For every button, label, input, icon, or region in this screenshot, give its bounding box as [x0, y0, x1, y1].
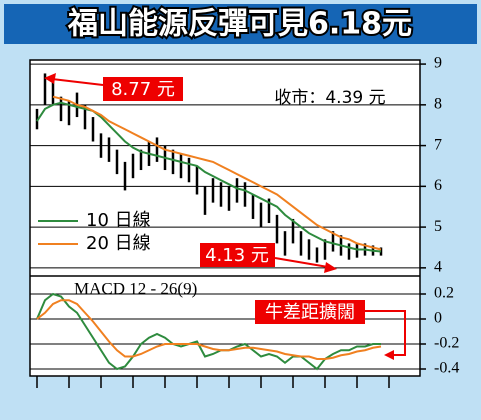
arrow-head — [384, 350, 394, 360]
chart-title: 福山能源反彈可見6.18元 — [67, 7, 412, 42]
y-tick-label: 7 — [434, 136, 442, 153]
y-tick-label: 9 — [434, 55, 442, 72]
y-tick-label: 5 — [434, 218, 442, 235]
high-label: 8.77 元 — [111, 79, 175, 100]
arrow — [51, 78, 104, 86]
y-tick-label: -0.4 — [434, 360, 459, 377]
legend-label: 20 日線 — [86, 233, 151, 254]
y-tick-label: 0.2 — [434, 285, 454, 302]
arrow-head — [44, 73, 56, 84]
macd-title: MACD 12 - 26(9) — [74, 279, 197, 298]
label-box — [103, 77, 183, 101]
title-bar — [4, 4, 477, 44]
arrow — [365, 310, 406, 356]
line-series — [36, 299, 382, 360]
x-ticks — [36, 376, 390, 388]
low-label: 4.13 元 — [205, 245, 269, 266]
y-tick-label: -0.2 — [434, 335, 459, 352]
macd-note: 牛差距擴闊 — [265, 302, 355, 323]
close-label: 收市：4.39 元 — [274, 88, 385, 108]
line-series — [36, 292, 381, 371]
y-tick-label: 6 — [434, 177, 442, 194]
legend-label: 10 日線 — [86, 210, 151, 231]
y-tick-label: 4 — [434, 259, 442, 276]
line-series — [52, 95, 382, 251]
arrow — [274, 257, 329, 268]
label-box — [255, 300, 365, 324]
y-tick-label: 8 — [434, 96, 442, 113]
label-box — [200, 243, 275, 267]
y-tick-label: 0 — [434, 310, 442, 327]
arrow-head — [324, 262, 337, 273]
